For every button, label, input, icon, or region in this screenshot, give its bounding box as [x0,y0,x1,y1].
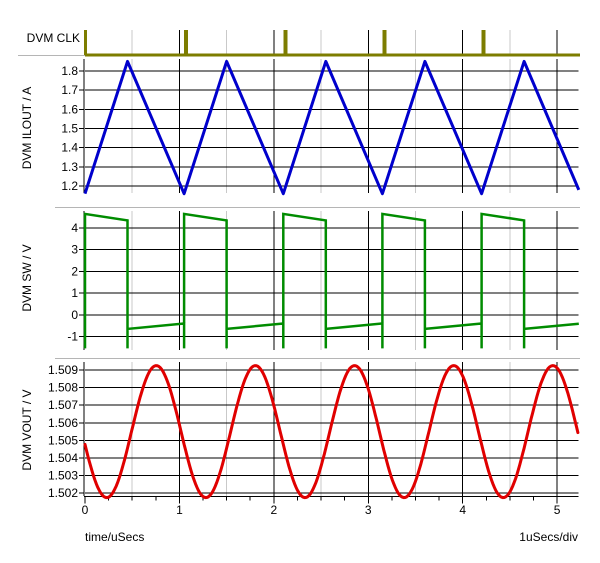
ilout-grid: 1.8 1.7 1.6 1.5 1.4 1.3 1.2 [61,59,579,193]
y-tick-label: 1.507 [48,398,78,412]
y-tick-label: 1 [71,286,78,300]
vout-grid: 1.509 1.508 1.507 1.506 1.505 1.504 1.503 1.502 [48,362,579,500]
clk-pulse [283,30,288,55]
clk-pulse [481,30,486,55]
ilout-trace [83,59,581,196]
time-per-div-label: 1uSecs/div [519,530,578,544]
clk-lane [18,30,580,57]
y-tick-label: 1.502 [48,486,78,500]
sw-grid: 4 3 2 1 0 -1 [67,211,579,350]
clk-signal-label: DVM CLK [26,31,80,45]
y-tick-label: 0 [71,308,78,322]
y-tick-label: 1.4 [61,141,78,155]
y-tick-label: 1.509 [48,363,78,377]
x-tick-label: 3 [365,503,372,517]
x-tick-label: 5 [554,503,561,517]
x-tick-label: 2 [270,503,277,517]
y-tick-label: 1.508 [48,381,78,395]
y-tick-label: 1.8 [61,64,78,78]
y-tick-label: 1.506 [48,416,78,430]
y-tick-label: 1.7 [61,83,78,97]
y-tick-label: 1.505 [48,433,78,447]
sw-trace [83,212,579,349]
clk-pulse [382,30,387,55]
y-tick-label: 3 [71,243,78,257]
x-axis: 0 1 2 3 4 5 [82,496,579,517]
vout-trace [83,364,580,500]
x-tick-label: 4 [459,503,466,517]
ilout-axis-title: DVM ILOUT / A [20,86,34,170]
y-tick-label: 1.504 [48,451,78,465]
y-tick-label: 2 [71,264,78,278]
vout-axis-title: DVM VOUT / V [20,389,34,471]
sw-axis-title: DVM SW / V [20,244,34,312]
y-tick-label: 1.6 [61,102,78,116]
x-tick-label: 1 [176,503,183,517]
y-tick-label: -1 [67,330,78,344]
clk-pulse [184,30,189,55]
y-tick-label: 1.3 [61,160,78,174]
y-tick-label: 1.2 [61,179,78,193]
y-tick-label: 1.5 [61,122,78,136]
clk-pulse [84,30,87,55]
x-axis-label: time/uSecs [85,530,145,544]
y-tick-label: 4 [71,221,78,235]
y-tick-label: 1.503 [48,469,78,483]
x-tick-label: 0 [82,503,89,517]
